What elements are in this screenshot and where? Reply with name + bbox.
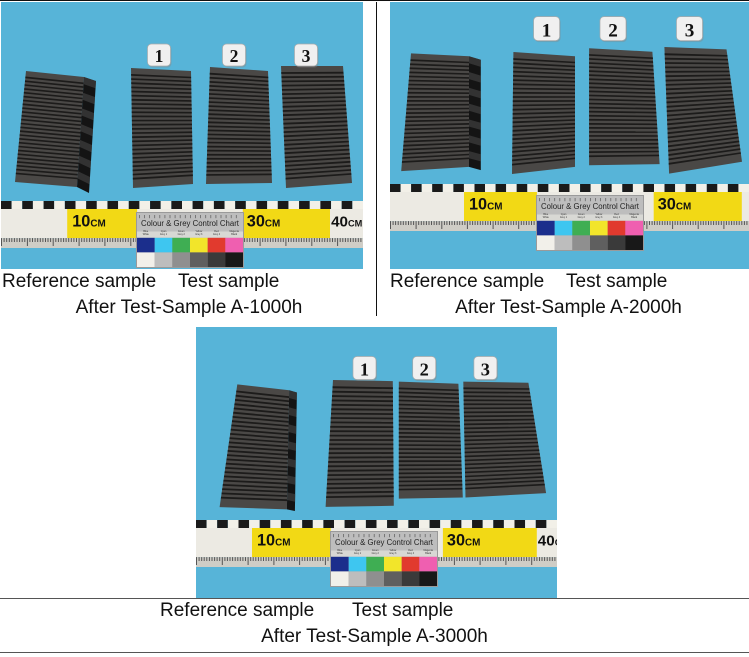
svg-text:Grey 1: Grey 1 bbox=[560, 216, 568, 219]
svg-text:Colour & Grey Control Chart: Colour & Grey Control Chart bbox=[141, 219, 240, 228]
svg-text:White: White bbox=[143, 233, 150, 236]
svg-text:Grey 2: Grey 2 bbox=[372, 552, 380, 555]
svg-text:Grey 3: Grey 3 bbox=[195, 233, 203, 236]
svg-text:White: White bbox=[337, 552, 344, 555]
svg-text:Grey 3: Grey 3 bbox=[595, 216, 603, 219]
svg-text:3: 3 bbox=[685, 20, 695, 41]
svg-text:1: 1 bbox=[542, 20, 552, 41]
svg-text:Grey 1: Grey 1 bbox=[160, 233, 168, 236]
svg-text:Grey 4: Grey 4 bbox=[213, 233, 221, 236]
svg-text:40CM: 40CM bbox=[538, 533, 557, 550]
svg-text:Grey 1: Grey 1 bbox=[354, 552, 362, 555]
svg-text:Black: Black bbox=[231, 233, 238, 236]
svg-text:Black: Black bbox=[425, 552, 432, 555]
svg-text:Grey 4: Grey 4 bbox=[407, 552, 415, 555]
svg-text:3: 3 bbox=[302, 46, 311, 66]
svg-text:2: 2 bbox=[230, 46, 239, 66]
svg-text:2: 2 bbox=[608, 20, 618, 41]
svg-text:White: White bbox=[543, 216, 550, 219]
svg-text:Grey 3: Grey 3 bbox=[389, 552, 397, 555]
svg-text:1: 1 bbox=[360, 359, 369, 379]
svg-text:3: 3 bbox=[481, 359, 490, 379]
svg-text:1: 1 bbox=[155, 46, 164, 66]
svg-text:Colour & Grey Control Chart: Colour & Grey Control Chart bbox=[541, 202, 640, 211]
svg-text:Grey 2: Grey 2 bbox=[178, 233, 186, 236]
svg-text:Grey 2: Grey 2 bbox=[578, 216, 586, 219]
svg-text:Grey 4: Grey 4 bbox=[613, 216, 621, 219]
svg-text:Colour & Grey Control Chart: Colour & Grey Control Chart bbox=[335, 538, 434, 547]
svg-text:Black: Black bbox=[631, 216, 638, 219]
svg-text:2: 2 bbox=[420, 359, 429, 379]
